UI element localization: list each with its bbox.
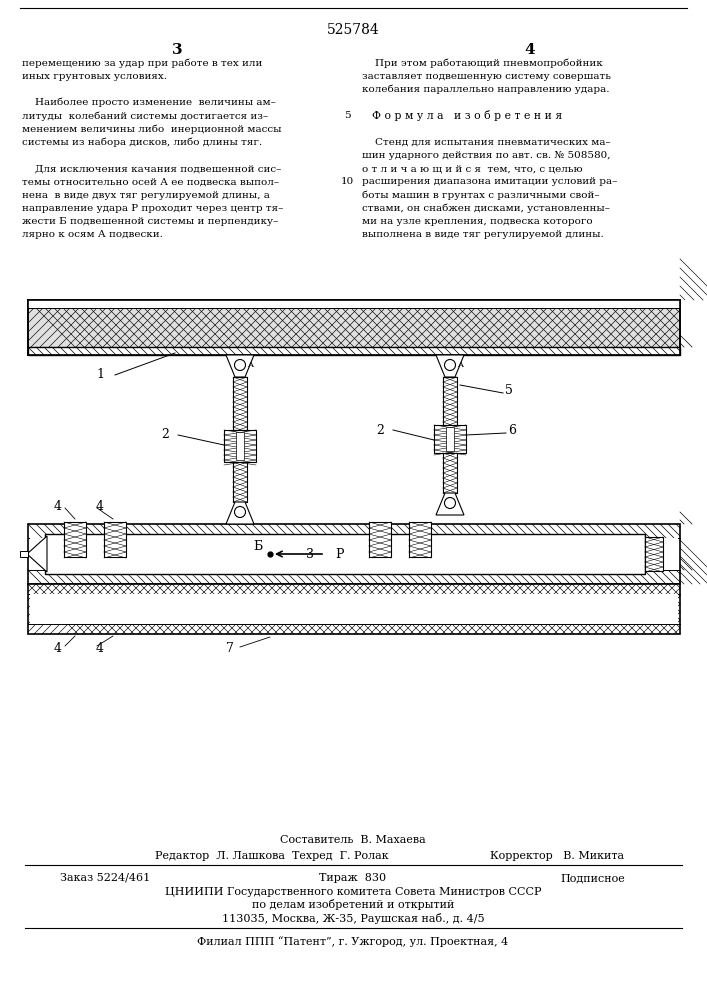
Text: системы из набора дисков, либо длины тяг.: системы из набора дисков, либо длины тяг… [22, 137, 262, 147]
Bar [236, 432, 244, 460]
Text: 3: 3 [172, 43, 182, 57]
Polygon shape [27, 536, 47, 572]
Text: колебания параллельно направлению удара.: колебания параллельно направлению удара. [362, 85, 609, 94]
Circle shape [235, 506, 245, 518]
Bar [28, 524, 680, 584]
Text: 10: 10 [340, 177, 354, 186]
Text: Б: Б [253, 540, 262, 552]
Text: направление удара Р проходит через центр тя–: направление удара Р проходит через центр… [22, 204, 284, 213]
Bar [28, 584, 680, 634]
Text: боты машин в грунтах с различными свой–: боты машин в грунтах с различными свой– [362, 190, 600, 200]
Bar [28, 300, 680, 355]
Text: 4: 4 [96, 643, 104, 656]
Text: о т л и ч а ю щ и й с я  тем, что, с целью: о т л и ч а ю щ и й с я тем, что, с цель… [362, 164, 583, 173]
Text: темы относительно осей А ее подвеска выпол–: темы относительно осей А ее подвеска вып… [22, 177, 279, 186]
Text: жести Б подвешенной системы и перпендику–: жести Б подвешенной системы и перпендику… [22, 217, 279, 226]
Circle shape [445, 360, 455, 370]
Text: 4: 4 [54, 643, 62, 656]
Text: 5: 5 [344, 111, 350, 120]
Bar [409, 522, 431, 557]
Text: 113035, Москва, Ж-35, Раушская наб., д. 4/5: 113035, Москва, Ж-35, Раушская наб., д. … [222, 912, 484, 924]
Bar [443, 453, 457, 493]
Text: по делам изобретений и открытий: по делам изобретений и открытий [252, 900, 454, 910]
Text: 4: 4 [525, 43, 535, 57]
Bar [28, 300, 680, 308]
Bar [45, 534, 645, 574]
Text: При этом работающий пневмопробойник: При этом работающий пневмопробойник [362, 58, 603, 68]
Bar [434, 425, 466, 453]
Bar [104, 522, 126, 557]
Polygon shape [436, 355, 464, 377]
Text: Р: Р [335, 548, 344, 560]
Polygon shape [436, 493, 464, 515]
Text: 4: 4 [54, 499, 62, 512]
Text: нена  в виде двух тяг регулируемой длины, а: нена в виде двух тяг регулируемой длины,… [22, 190, 270, 200]
Bar [645, 537, 663, 571]
Text: 2: 2 [161, 428, 169, 442]
Circle shape [445, 497, 455, 508]
Text: Заказ 5224/461: Заказ 5224/461 [60, 873, 151, 883]
Text: Подписное: Подписное [560, 873, 625, 883]
Text: литуды  колебаний системы достигается из–: литуды колебаний системы достигается из– [22, 111, 268, 121]
Text: A: A [457, 361, 463, 369]
Text: Стенд для испытания пневматических ма–: Стенд для испытания пневматических ма– [362, 138, 611, 147]
Text: шин ударного действия по авт. св. № 508580,: шин ударного действия по авт. св. № 5085… [362, 151, 611, 160]
Text: ми на узле крепления, подвеска которого: ми на узле крепления, подвеска которого [362, 217, 592, 226]
Bar [224, 430, 256, 462]
Text: Филиал ППП “Патент”, г. Ужгород, ул. Проектная, 4: Филиал ППП “Патент”, г. Ужгород, ул. Про… [197, 937, 508, 947]
Bar [233, 377, 247, 430]
Text: Составитель  В. Махаева: Составитель В. Махаева [280, 835, 426, 845]
Bar [446, 427, 454, 451]
Text: 7: 7 [226, 643, 234, 656]
Text: 1: 1 [96, 368, 104, 381]
Bar [443, 377, 457, 425]
Bar [20, 551, 28, 557]
Text: A: A [247, 361, 253, 369]
Bar [64, 522, 86, 557]
Polygon shape [226, 502, 254, 524]
Bar [30, 538, 678, 570]
Bar [28, 347, 680, 355]
Text: 525784: 525784 [327, 23, 380, 37]
Text: выполнена в виде тяг регулируемой длины.: выполнена в виде тяг регулируемой длины. [362, 230, 604, 239]
Text: иных грунтовых условиях.: иных грунтовых условиях. [22, 72, 167, 81]
Text: Редактор  Л. Лашкова  Техред  Г. Ролак: Редактор Л. Лашкова Техред Г. Ролак [155, 851, 389, 861]
Text: перемещению за удар при работе в тех или: перемещению за удар при работе в тех или [22, 58, 262, 68]
Bar [233, 462, 247, 502]
Circle shape [235, 360, 245, 370]
Text: расширения диапазона имитации условий ра–: расширения диапазона имитации условий ра… [362, 177, 617, 186]
Text: 4: 4 [96, 499, 104, 512]
Text: Тираж  830: Тираж 830 [320, 873, 387, 883]
Bar [369, 522, 391, 557]
Bar [45, 534, 645, 574]
Text: заставляет подвешенную систему совершать: заставляет подвешенную систему совершать [362, 72, 611, 81]
Bar [30, 594, 678, 624]
Text: ствами, он снабжен дисками, установленны–: ствами, он снабжен дисками, установленны… [362, 203, 610, 213]
Text: Наиболее просто изменение  величины ам–: Наиболее просто изменение величины ам– [22, 98, 276, 107]
Text: 2: 2 [376, 424, 384, 436]
Text: 3: 3 [306, 548, 314, 560]
Text: Для исключения качания подвешенной сис–: Для исключения качания подвешенной сис– [22, 164, 281, 173]
Text: Ф о р м у л а   и з о б р е т е н и я: Ф о р м у л а и з о б р е т е н и я [372, 110, 562, 121]
Text: менением величины либо  инерционной массы: менением величины либо инерционной массы [22, 124, 281, 134]
Text: ЦНИИПИ Государственного комитета Совета Министров СССР: ЦНИИПИ Государственного комитета Совета … [165, 887, 542, 897]
Text: Корректор   В. Микита: Корректор В. Микита [490, 851, 624, 861]
Text: 6: 6 [508, 424, 516, 436]
Text: 5: 5 [505, 383, 513, 396]
Text: лярно к осям А подвески.: лярно к осям А подвески. [22, 230, 163, 239]
Polygon shape [226, 355, 254, 377]
